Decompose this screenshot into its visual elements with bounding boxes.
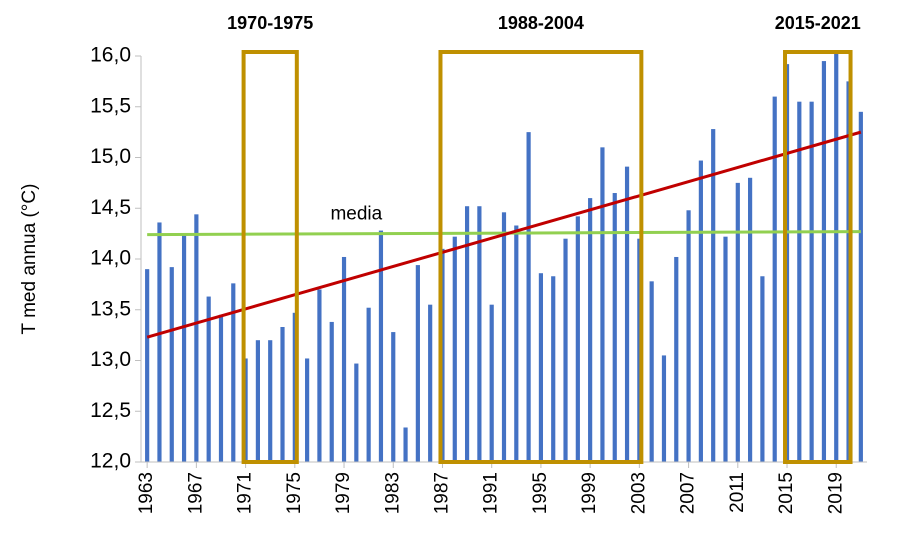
period-box [783,50,853,464]
bar [403,427,408,462]
bar [551,276,556,462]
y-tick-label: 12,0 [90,450,131,473]
bar [772,96,777,462]
x-tick-label: 2007 [678,472,699,514]
bar [526,132,531,462]
bar [674,256,679,462]
bar [637,238,642,462]
bar [181,233,187,462]
bar [341,256,347,462]
bar [366,307,371,462]
bar [711,129,716,462]
mean-label: media [330,204,382,225]
x-tick-label: 1991 [481,472,502,514]
bar [489,304,494,462]
bar [809,101,814,463]
bar [145,269,150,462]
period-label: 2015-2021 [775,13,861,33]
bar [649,281,654,462]
bar [748,177,753,463]
bar [391,332,396,462]
bar [452,236,457,462]
bar [600,147,605,462]
x-tick-label: 1999 [579,472,600,514]
bar [501,212,507,462]
bar [292,312,297,462]
bar [157,222,162,462]
bar [354,363,359,462]
bar [464,206,470,462]
y-tick-label: 13,0 [90,348,131,371]
x-tick-label: 1979 [333,472,354,514]
bar [378,230,384,462]
bar [169,267,174,462]
y-tick-label: 14,5 [90,196,131,219]
x-tick-label: 1967 [185,472,206,514]
x-tick-label: 2015 [776,472,797,514]
bar [317,289,322,462]
bar [194,214,199,462]
x-tick-label: 1983 [382,472,403,514]
bar [538,273,544,462]
bar [686,210,691,462]
y-tick-label: 16,0 [90,44,131,67]
bar [280,327,285,462]
bar [834,53,839,462]
bar [268,340,273,462]
y-axis-title: T med annua (°C) [19,184,40,335]
x-tick-label: 1963 [136,472,157,514]
y-tick-label: 15,0 [90,145,131,168]
bar [661,355,667,462]
x-tick-label: 2011 [727,472,748,513]
x-tick-label: 1975 [284,472,305,514]
x-tick-label: 1987 [431,472,452,514]
bar [821,61,827,462]
bar [846,81,851,462]
x-tick-label: 1995 [530,472,551,514]
bar [723,236,728,462]
bar [428,304,433,462]
bar [588,198,593,462]
bar [735,182,740,462]
y-tick-label: 13,5 [90,297,131,320]
bar [477,206,482,462]
bar [243,358,248,462]
period-box [241,50,299,464]
bar [514,225,519,462]
x-tick-label: 2003 [628,472,649,514]
period-box [438,50,644,464]
bar [797,101,802,463]
bar [255,340,260,462]
bar [231,283,236,462]
bar [218,314,224,462]
bar [760,276,765,462]
bar [858,111,863,462]
x-tick-label: 1971 [235,472,256,514]
bar [563,238,568,462]
bar [612,193,617,462]
bar [206,296,211,462]
y-tick-label: 12,5 [90,399,131,422]
bar [575,216,580,462]
bar [329,321,334,462]
bar [784,64,790,463]
bar [415,265,420,462]
trend-line [146,130,862,339]
bar [624,166,630,462]
period-label: 1970-1975 [227,13,313,33]
bar [698,160,703,463]
y-tick-label: 15,5 [90,94,131,117]
bar [305,358,310,462]
x-tick-label: 2019 [825,472,846,514]
period-label: 1988-2004 [498,13,584,33]
y-tick-label: 14,0 [90,247,131,270]
